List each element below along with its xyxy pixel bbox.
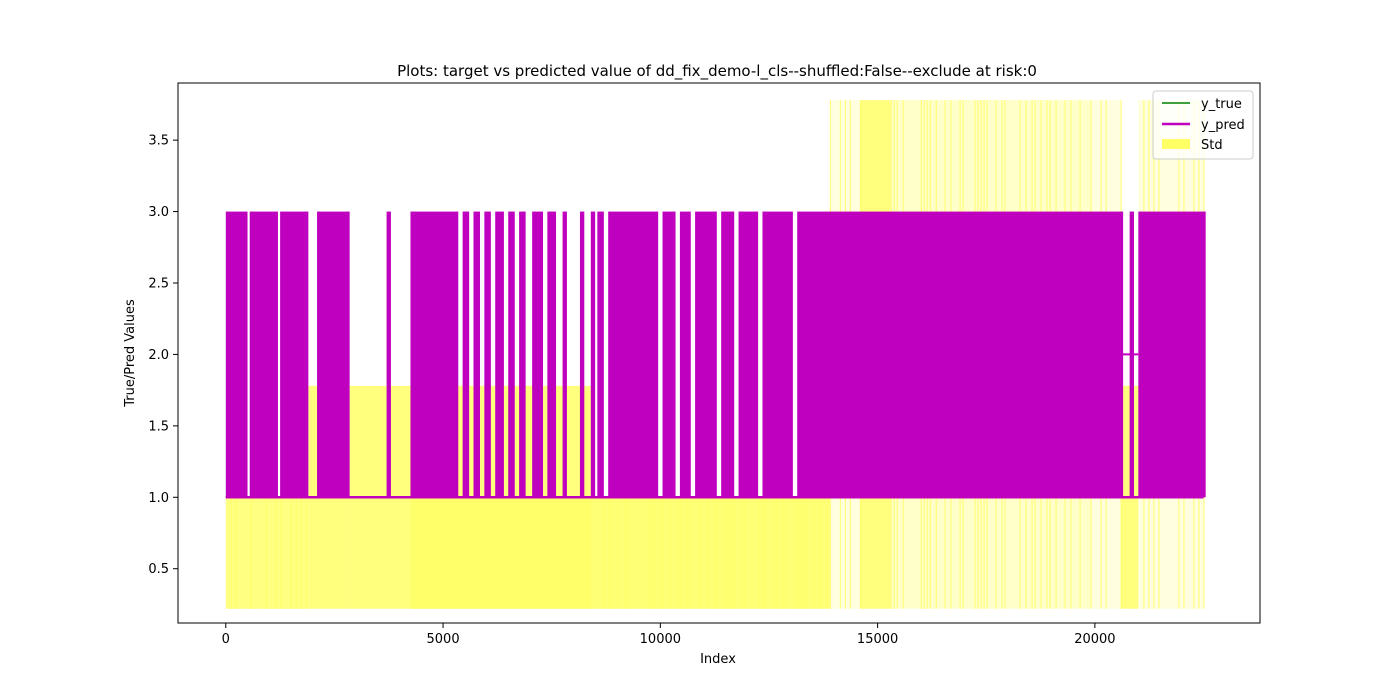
x-tick-label: 0: [222, 632, 230, 647]
x-tick-label: 10000: [640, 632, 681, 647]
y-pred-span: [484, 211, 491, 498]
y-pred-gap: [1119, 214, 1121, 496]
y-axis-ticks: 0.5 1.0 1.5 2.0 2.5 3.0 3.5: [148, 134, 178, 577]
std-band: [410, 497, 830, 609]
legend-swatch-std: [1162, 139, 1190, 149]
y-pred-span: [797, 211, 1124, 498]
y-pred-span: [738, 211, 759, 498]
plot-frame: [177, 82, 1261, 624]
y-axis-label: True/Pred Values: [123, 299, 138, 408]
y-pred-gap: [825, 214, 827, 496]
legend-label-y-pred: y_pred: [1201, 118, 1245, 133]
y-pred-span: [597, 211, 604, 498]
y-pred-span: [562, 211, 567, 498]
y-tick-label: 3.0: [148, 205, 169, 220]
legend: y_true y_pred Std: [1152, 90, 1254, 160]
y-pred-span: [410, 211, 459, 498]
legend-label-y-true: y_true: [1201, 97, 1242, 112]
x-axis-label: Index: [700, 652, 736, 667]
y-pred-span: [473, 211, 481, 498]
y-pred-span: [508, 211, 515, 498]
y-pred-span: [695, 211, 717, 498]
y-pred-span: [721, 211, 735, 498]
y-pred-span: [1138, 211, 1206, 498]
chart-title: Plots: target vs predicted value of dd_f…: [397, 62, 1037, 81]
y-pred-span: [679, 211, 691, 498]
y-pred-span: [608, 211, 659, 498]
y-pred-span: [762, 211, 793, 498]
y-pred-span: [519, 211, 526, 498]
y-pred-layer: [225, 211, 1206, 499]
y-pred-span: [547, 211, 557, 498]
y-pred-span: [317, 211, 350, 498]
y-pred-span: [662, 211, 676, 498]
y-tick-label: 1.0: [148, 491, 169, 506]
x-tick-label: 5000: [427, 632, 460, 647]
y-pred-span: [280, 211, 309, 498]
y-tick-label: 2.0: [148, 348, 169, 363]
y-pred-span: [386, 211, 391, 498]
y-pred-span: [249, 211, 278, 498]
y-tick-label: 1.5: [148, 419, 169, 434]
y-pred-span: [590, 211, 596, 498]
x-axis-ticks: 0 5000 10000 15000 20000: [222, 623, 1116, 647]
x-tick-label: 20000: [1074, 632, 1115, 647]
y-tick-label: 3.5: [148, 134, 169, 149]
y-tick-label: 2.5: [148, 277, 169, 292]
y-pred-span: [225, 211, 248, 498]
y-pred-span: [579, 211, 585, 498]
y-pred-span: [462, 211, 470, 498]
y-pred-span: [532, 211, 544, 498]
plot-area: [177, 82, 1261, 624]
y-tick-label: 0.5: [148, 562, 169, 577]
y-pred-span: [495, 211, 504, 498]
x-tick-label: 15000: [857, 632, 898, 647]
legend-label-std: Std: [1201, 138, 1223, 153]
std-band: [225, 497, 309, 609]
y-pred-gap: [1134, 214, 1136, 496]
